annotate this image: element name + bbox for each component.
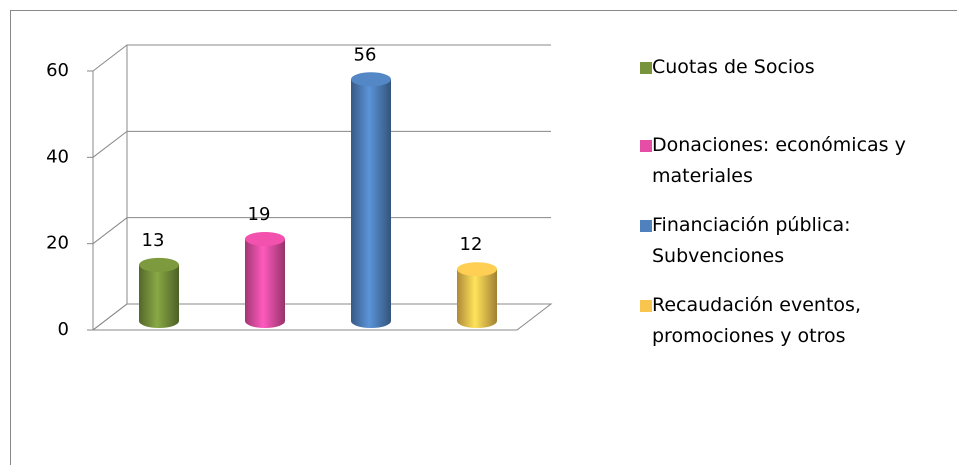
grid-line: [92, 130, 551, 158]
y-tick-label: 40: [46, 146, 69, 167]
legend-label: Recaudación eventos, promociones y otros: [652, 294, 861, 347]
y-tick-label: 60: [46, 60, 69, 81]
legend-swatch: [640, 220, 652, 232]
cylinder: [351, 72, 391, 329]
data-label: 56: [354, 44, 377, 65]
legend-label: Donaciones: económicas y materiales: [652, 134, 906, 187]
data-label: 13: [142, 230, 165, 251]
grid-line: [92, 303, 551, 331]
legend-item: Donaciones: económicas y materiales: [640, 130, 950, 192]
y-tick-label: 0: [58, 319, 69, 340]
cylinder-body: [351, 79, 391, 329]
cylinder-top: [245, 231, 285, 246]
cylinder: [245, 231, 285, 328]
grid-line: [92, 217, 551, 245]
data-label: 12: [460, 234, 483, 255]
cylinder-top: [457, 262, 497, 277]
legend-swatch: [640, 140, 652, 152]
legend-item: Cuotas de Socios: [640, 52, 950, 83]
grid-line: [92, 44, 551, 72]
cylinder-body: [245, 238, 285, 328]
cylinder-top: [351, 72, 391, 87]
cylinder-body: [457, 269, 497, 328]
y-tick-label: 20: [46, 233, 69, 254]
legend-label: Financiación pública: Subvenciones: [652, 214, 851, 267]
legend-item: Financiación pública: Subvenciones: [640, 210, 950, 272]
legend-label: Cuotas de Socios: [652, 56, 815, 78]
frame: [10, 10, 957, 465]
legend-swatch: [640, 62, 652, 74]
cylinder-top: [139, 257, 179, 272]
data-label: 19: [248, 204, 271, 225]
cylinder: [457, 262, 497, 328]
legend-swatch: [640, 300, 652, 312]
legend-item: Recaudación eventos, promociones y otros: [640, 290, 950, 352]
cylinder: [139, 257, 179, 328]
cylinder-body: [139, 264, 179, 328]
